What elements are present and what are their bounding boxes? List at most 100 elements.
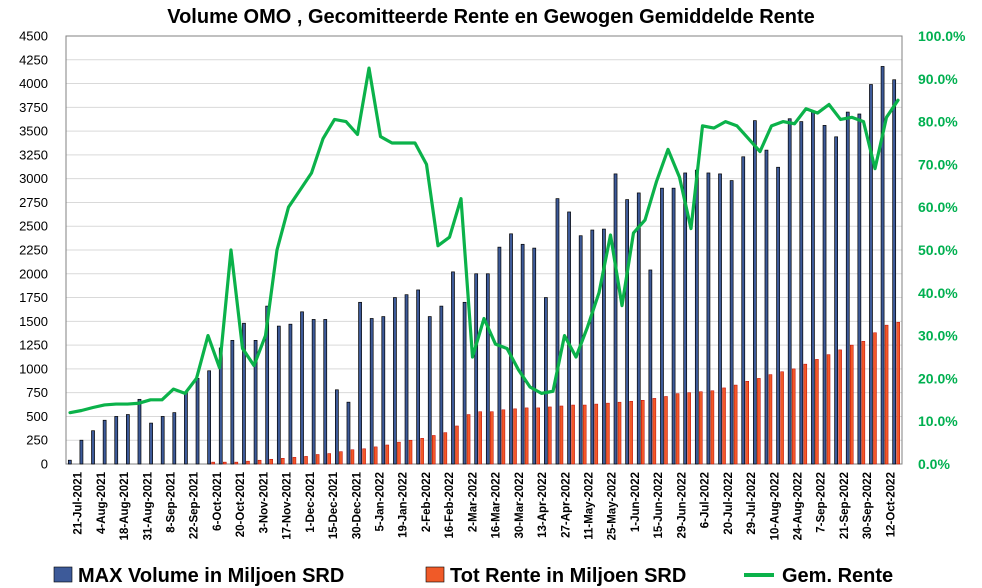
volume-bar: [91, 430, 95, 465]
volume-bar: [439, 305, 444, 465]
rente-bar: [362, 448, 366, 465]
rente-bar: [223, 461, 227, 465]
rente-bar: [850, 344, 854, 465]
rente-bar: [687, 392, 691, 465]
volume-bar: [474, 273, 479, 465]
volume-bar: [509, 233, 513, 465]
rente-bar: [443, 432, 448, 465]
y-right-tick-label: 80.0%: [918, 114, 958, 130]
y-left-tick-label: 4500: [19, 29, 48, 44]
y-right-tick-label: 70.0%: [918, 156, 958, 172]
volume-bar: [276, 325, 281, 465]
rente-bar: [629, 400, 633, 465]
y-right-tick-label: 0.0%: [918, 456, 950, 472]
x-tick-label: 2-Feb-2022: [421, 472, 433, 532]
x-tick-label: 3-Nov-2021: [258, 471, 270, 533]
x-tick-label: 27-Apr-2022: [560, 472, 572, 538]
volume-bar: [369, 318, 374, 465]
x-tick-label: 30-Mar-2022: [514, 472, 526, 538]
rente-bar: [606, 402, 610, 465]
x-tick-label: 7-Sep-2022: [816, 472, 828, 533]
volume-bar: [381, 316, 386, 465]
volume-bar: [393, 297, 397, 465]
y-right-tick-label: 60.0%: [918, 199, 958, 215]
volume-bar: [253, 340, 258, 465]
y-axis-left: 0 250 500 750 1000 1250 1500 1750 2000 2250 2500 27…: [19, 29, 48, 472]
rente-bar: [733, 384, 738, 465]
volume-bar: [636, 192, 641, 465]
rente-bar: [803, 363, 808, 465]
rente-bar: [559, 405, 564, 465]
x-tick-label: 19-Jan-2022: [398, 472, 410, 538]
y-axis-right: 0.0% 10.0% 20.0% 30.0% 40.0% 50.0% 60.0% 70.0% 8…: [918, 28, 966, 472]
x-tick-label: 30-Dec-2021: [351, 471, 363, 539]
y-left-tick-label: 3750: [19, 100, 48, 115]
rente-bar: [722, 387, 726, 465]
rente-bar: [873, 332, 877, 465]
volume-bar: [822, 125, 827, 465]
x-axis: 21-Jul-2021 4-Aug-2021 18-Aug-2021 31-Aug-2…: [73, 471, 898, 540]
y-left-tick-label: 1000: [19, 361, 48, 376]
rente-bar: [745, 381, 749, 465]
y-right-tick-label: 90.0%: [918, 71, 958, 87]
rente-bar: [257, 459, 262, 465]
x-tick-label: 1-Jun-2022: [630, 472, 642, 532]
rente-bar: [838, 349, 842, 465]
volume-bar: [207, 370, 211, 465]
x-tick-label: 5-Jan-2022: [375, 472, 387, 531]
volume-bar: [300, 311, 304, 465]
y-right-tick-label: 20.0%: [918, 370, 958, 386]
volume-bar: [892, 79, 897, 465]
rente-bar: [675, 393, 680, 465]
x-tick-label: 21-Sep-2022: [839, 472, 851, 539]
x-tick-label: 15-Jun-2022: [653, 472, 665, 538]
rente-bar: [582, 404, 587, 465]
volume-bar: [857, 113, 862, 465]
legend-swatch-volume: [53, 566, 73, 583]
x-tick-label: 18-Aug-2021: [119, 471, 131, 540]
volume-bar: [160, 416, 165, 465]
volume-bar: [880, 66, 885, 465]
volume-bar: [602, 228, 606, 465]
volume-bar: [427, 316, 432, 465]
rente-bar: [304, 456, 308, 465]
rente-bar: [548, 406, 552, 465]
rente-bar: [478, 411, 482, 465]
y-left-tick-label: 2500: [19, 219, 48, 234]
x-tick-label: 6-Oct-2021: [212, 471, 224, 530]
x-tick-label: 22-Sep-2021: [189, 471, 201, 539]
bars: [67, 66, 900, 465]
x-tick-label: 24-Aug-2022: [793, 472, 805, 540]
y-left-tick-label: 2750: [19, 195, 48, 210]
rente-bar: [780, 371, 784, 465]
rate-line-layer: [68, 66, 900, 415]
rente-bar: [641, 400, 645, 465]
x-tick-label: 29-Jul-2022: [746, 472, 758, 535]
volume-bar: [729, 180, 734, 465]
y-left-tick-label: 750: [26, 385, 48, 400]
volume-bar: [79, 439, 84, 465]
rente-bar: [420, 438, 424, 465]
rente-bar: [884, 324, 889, 465]
rente-bar: [536, 407, 540, 465]
rente-bar: [524, 407, 529, 465]
volume-bar: [834, 136, 838, 465]
volume-bar: [114, 416, 119, 465]
volume-bar: [776, 166, 780, 465]
legend-swatch-rente: [425, 566, 445, 583]
x-tick-label: 8-Sep-2021: [166, 471, 178, 532]
volume-bar: [671, 187, 676, 465]
plot-frame: [65, 35, 903, 465]
legend-label: MAX Volume in Miljoen SRD: [78, 565, 344, 587]
volume-bar: [323, 319, 328, 465]
volume-bar: [242, 322, 246, 465]
x-tick-label: 17-Nov-2021: [282, 471, 294, 539]
volume-bar: [718, 173, 722, 465]
x-tick-label: 29-Jun-2022: [676, 472, 688, 538]
volume-bar: [102, 419, 107, 465]
rente-bar: [768, 374, 773, 465]
volume-bar: [625, 199, 629, 465]
volume-bar: [694, 169, 699, 465]
y-left-tick-label: 250: [26, 433, 48, 448]
volume-bar: [404, 294, 409, 465]
